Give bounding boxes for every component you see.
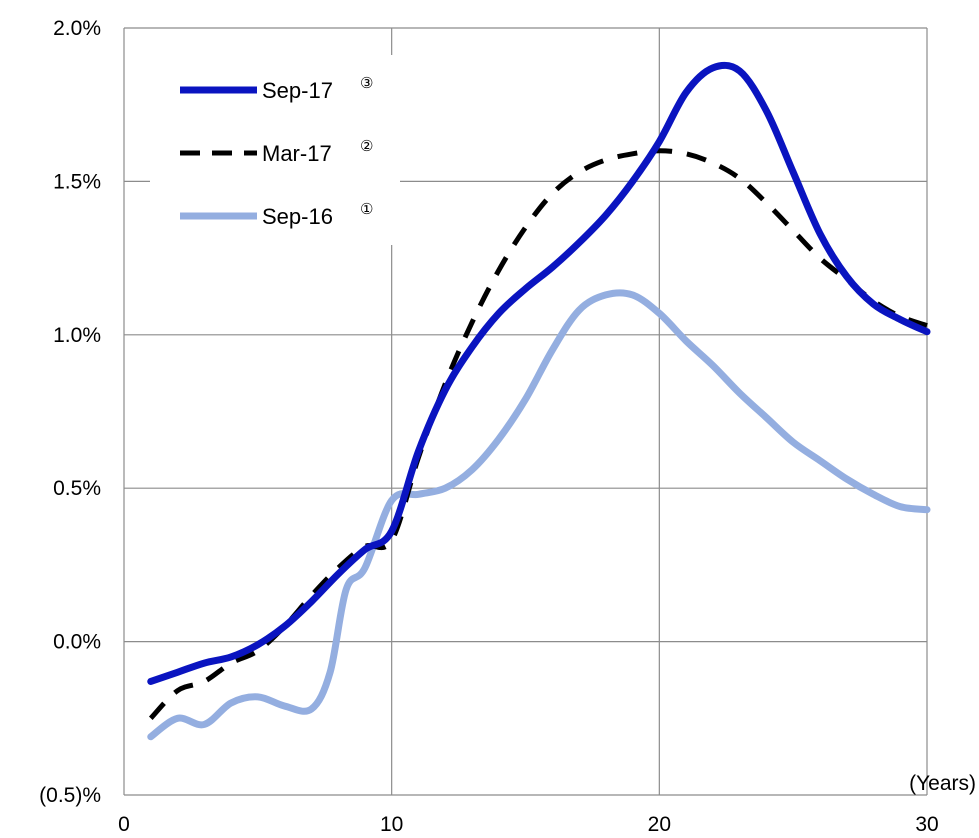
series-line-sep-16 bbox=[147, 289, 931, 741]
series-lines bbox=[147, 61, 931, 741]
y-tick-label: 1.0% bbox=[53, 324, 101, 347]
y-tick-label: 0.0% bbox=[53, 631, 101, 654]
x-tick-label: 20 bbox=[648, 813, 671, 836]
legend: Sep-17 ③ Mar-17 ② Sep-16 ① bbox=[180, 75, 373, 229]
y-tick-label: 2.0% bbox=[53, 17, 101, 40]
y-tick-label: (0.5)% bbox=[39, 784, 101, 807]
legend-marker: ③ bbox=[360, 75, 373, 92]
x-tick-label: 10 bbox=[380, 813, 403, 836]
y-axis-tick-labels: (0.5)% 0.0% 0.5% 1.0% 1.5% 2.0% bbox=[39, 17, 101, 807]
x-axis-label: (Years) bbox=[909, 772, 976, 795]
series-line-sep-17 bbox=[147, 61, 931, 685]
x-axis-tick-labels: 0 10 20 30 bbox=[118, 813, 939, 836]
legend-label: Sep-17 bbox=[262, 78, 333, 103]
y-tick-label: 1.5% bbox=[53, 170, 101, 193]
legend-marker: ② bbox=[360, 138, 373, 155]
y-tick-label: 0.5% bbox=[53, 477, 101, 500]
legend-label: Mar-17 bbox=[262, 141, 332, 166]
x-tick-label: 0 bbox=[118, 813, 130, 836]
legend-label: Sep-16 bbox=[262, 204, 333, 229]
legend-marker: ① bbox=[360, 201, 373, 218]
x-tick-label: 30 bbox=[915, 813, 938, 836]
